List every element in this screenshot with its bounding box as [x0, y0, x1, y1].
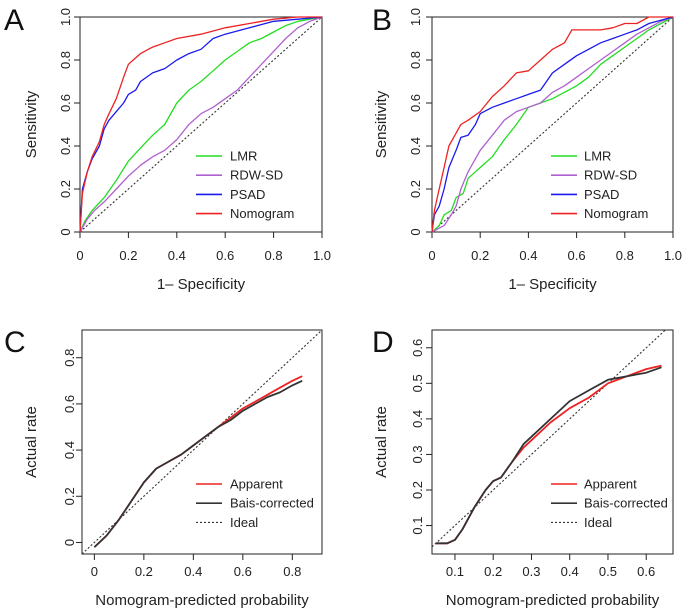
legend-label: Apparent	[584, 477, 637, 492]
y-tick-label: 0	[58, 228, 73, 235]
plot-frame	[79, 16, 323, 233]
x-axis-title: 1– Specificity	[157, 276, 246, 293]
series-line-bais-corrected	[435, 366, 662, 545]
legend-label: Nomogram	[584, 206, 648, 221]
panel-letter: D	[372, 326, 394, 359]
y-tick-label: 0.6	[410, 339, 425, 357]
panel-c: C 0 0.2 0.4 0.6 0.8 0 0.2 0.4 0.6 0.8 Nomogram-pred…	[4, 326, 323, 609]
x-tick-label: 0.2	[471, 248, 489, 263]
y-tick-label: 0.8	[408, 51, 423, 69]
x-tick-label: 0.4	[168, 248, 186, 263]
y-tick-label: 0.4	[58, 137, 73, 155]
y-tick-label: 0.8	[62, 349, 77, 367]
y-tick-label: 0.6	[62, 395, 77, 413]
panel-letter: B	[372, 4, 392, 37]
legend-label: Nomogram	[230, 206, 294, 221]
y-tick-label: 1.0	[408, 8, 423, 26]
y-tick-label: 1.0	[58, 8, 73, 26]
y-tick-label: 0.1	[410, 517, 425, 535]
series-line-apparent	[93, 375, 303, 548]
y-axis-title: Sensitivity	[23, 90, 40, 158]
series-line-bais-corrected	[93, 379, 303, 548]
x-tick-label: 0.6	[568, 248, 586, 263]
x-tick-label: 0.1	[446, 564, 464, 579]
x-tick-label: 0.2	[119, 248, 137, 263]
series-line-rdw-sd	[431, 16, 674, 233]
series-line-lmr	[79, 16, 323, 233]
x-tick-label: 0.2	[135, 564, 153, 579]
panel-letter: A	[4, 4, 24, 37]
x-tick-label: 0.2	[484, 564, 502, 579]
panel-b: B 0 0.2 0.4 0.6 0.8 1.0 0 0.2 0.4 0.6 0.8 1.0 1– Spec…	[372, 4, 682, 293]
y-tick-label: 0.3	[410, 445, 425, 463]
x-tick-label: 0.8	[616, 248, 634, 263]
x-tick-label: 0.6	[216, 248, 234, 263]
legend-label: Apparent	[230, 477, 283, 492]
x-tick-label: 0	[91, 564, 98, 579]
x-tick-label: 0.3	[522, 564, 540, 579]
x-tick-label: 0	[428, 248, 435, 263]
series-line-rdw-sd	[79, 16, 323, 233]
y-axis-title: Sensitivity	[373, 90, 390, 158]
legend-label: Ideal	[230, 515, 258, 530]
y-tick-label: 0.4	[408, 137, 423, 155]
x-axis-title: 1– Specificity	[508, 276, 597, 293]
legend-label: LMR	[584, 149, 611, 164]
legend-label: RDW-SD	[230, 168, 283, 183]
y-tick-label: 0.5	[410, 374, 425, 392]
x-tick-label: 0.6	[234, 564, 252, 579]
series-line-nomogram	[431, 16, 673, 233]
legend-label: Ideal	[584, 515, 612, 530]
legend-label: PSAD	[230, 187, 265, 202]
y-axis-title: Actual rate	[373, 406, 390, 478]
legend-label: Bais-corrected	[584, 496, 668, 511]
diagonal-reference-line	[81, 329, 323, 555]
x-tick-label: 1.0	[313, 248, 331, 263]
x-tick-label: 0.6	[637, 564, 655, 579]
y-tick-label: 0.2	[408, 180, 423, 198]
x-tick-label: 1.0	[664, 248, 682, 263]
y-tick-label: 0.4	[410, 410, 425, 428]
y-tick-label: 0.2	[58, 180, 73, 198]
y-tick-label: 0.6	[408, 94, 423, 112]
x-tick-label: 0	[76, 248, 83, 263]
diagonal-reference-line	[79, 16, 323, 233]
x-tick-label: 0.4	[561, 564, 579, 579]
x-tick-label: 0.8	[283, 564, 301, 579]
x-axis-title: Nomogram-predicted probability	[446, 592, 660, 609]
y-tick-label: 0.2	[62, 487, 77, 505]
x-axis-title: Nomogram-predicted probability	[95, 592, 309, 609]
y-tick-label: 0.4	[62, 441, 77, 459]
plot-frame	[81, 329, 323, 555]
x-tick-label: 0.8	[265, 248, 283, 263]
plot-frame	[431, 329, 674, 555]
panel-d: D 0.1 0.2 0.3 0.4 0.5 0.6 0.1 0.2 0.3 0.4 0.5 0.6 Nom…	[372, 326, 674, 609]
plot-frame	[431, 16, 674, 233]
legend-label: PSAD	[584, 187, 619, 202]
panel-a: A 0 0.2 0.4 0.6 0.8 1.0 0 0.2 0.4 0.6 0.8 1.0 1– Spec…	[4, 4, 331, 293]
legend-label: RDW-SD	[584, 168, 637, 183]
series-line-psad	[79, 16, 323, 233]
y-tick-label: 0	[408, 228, 423, 235]
x-tick-label: 0.4	[184, 564, 202, 579]
panel-letter: C	[4, 326, 26, 359]
x-tick-label: 0.4	[519, 248, 537, 263]
legend-label: LMR	[230, 149, 257, 164]
series-line-nomogram	[79, 16, 322, 233]
diagonal-reference-line	[431, 16, 674, 233]
y-axis-title: Actual rate	[23, 406, 40, 478]
y-tick-label: 0.6	[58, 94, 73, 112]
y-tick-label: 0	[62, 539, 77, 546]
diagonal-reference-line	[431, 329, 666, 548]
y-tick-label: 0.2	[410, 481, 425, 499]
legend-label: Bais-corrected	[230, 496, 314, 511]
x-tick-label: 0.5	[599, 564, 617, 579]
series-line-psad	[431, 16, 674, 233]
y-tick-label: 0.8	[58, 51, 73, 69]
